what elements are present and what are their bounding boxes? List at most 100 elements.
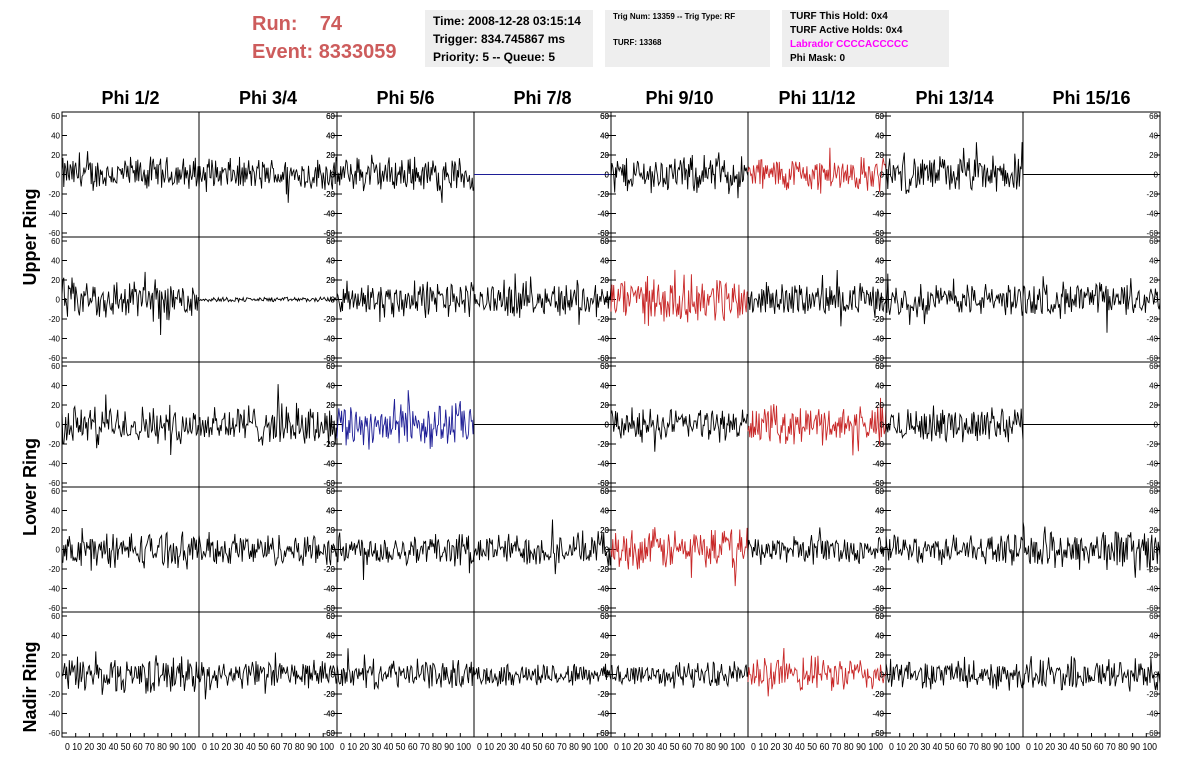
trig-num-text: Trig Num: 13359 -- Trig Type: RF xyxy=(613,12,736,21)
waveform-trace xyxy=(198,295,338,304)
y-tick-label: 0 xyxy=(1154,421,1159,430)
y-tick-label: 60 xyxy=(600,612,609,621)
y-tick-label: -40 xyxy=(872,335,884,344)
y-tick-label: 60 xyxy=(51,487,60,496)
trigger-info-box: Trig Num: 13359 -- Trig Type: RF TURF: 1… xyxy=(605,10,770,67)
ring-label-upper: Upper Ring xyxy=(20,189,40,286)
waveform-trace xyxy=(747,147,887,194)
y-tick-label: -40 xyxy=(323,585,335,594)
y-tick-label: -60 xyxy=(48,354,60,363)
y-tick-label: 20 xyxy=(600,651,609,660)
y-tick-label: -40 xyxy=(1146,460,1158,469)
y-tick-label: 20 xyxy=(326,651,335,660)
column-header: Phi 9/10 xyxy=(645,88,713,108)
y-tick-label: 40 xyxy=(326,257,335,266)
x-tick-labels: 0 10 20 30 40 50 60 70 80 90 100 xyxy=(477,742,608,753)
waveform-trace xyxy=(747,527,887,565)
y-tick-label: -40 xyxy=(872,210,884,219)
y-tick-label: 40 xyxy=(51,132,60,141)
column-header: Phi 13/14 xyxy=(915,88,993,108)
y-tick-label: -40 xyxy=(1146,585,1158,594)
y-tick-label: -40 xyxy=(323,710,335,719)
y-tick-label: 0 xyxy=(331,671,336,680)
panel-frame xyxy=(610,486,749,613)
y-tick-label: 40 xyxy=(875,507,884,516)
y-tick-label: 40 xyxy=(600,132,609,141)
y-tick-label: 0 xyxy=(1154,546,1159,555)
y-tick-label: -20 xyxy=(597,440,609,449)
y-tick-label: 60 xyxy=(326,612,335,621)
y-tick-label: -40 xyxy=(48,585,60,594)
waveform-trace xyxy=(198,156,338,203)
y-tick-label: -40 xyxy=(597,585,609,594)
x-tick-labels: 0 10 20 30 40 50 60 70 80 90 100 xyxy=(202,742,334,753)
y-tick-label: 40 xyxy=(326,632,335,641)
y-tick-label: -60 xyxy=(872,604,884,613)
y-tick-label: 20 xyxy=(326,401,335,410)
y-tick-label: 20 xyxy=(1149,401,1158,410)
waveform-trace xyxy=(61,651,200,695)
y-tick-label: -20 xyxy=(323,690,335,699)
waveform-trace xyxy=(885,533,1024,566)
y-tick-label: 40 xyxy=(875,632,884,641)
y-tick-label: 20 xyxy=(326,651,335,660)
y-tick-label: -20 xyxy=(872,315,884,324)
ring-label-nadir: Nadir Ring xyxy=(20,641,40,732)
y-tick-label: -60 xyxy=(597,729,609,738)
y-tick-label: 40 xyxy=(600,507,609,516)
y-tick-label: 60 xyxy=(875,487,884,496)
y-tick-label: 60 xyxy=(326,487,335,496)
y-tick-label: 20 xyxy=(875,151,884,160)
event-value: 8333059 xyxy=(318,41,397,63)
y-tick-label: 40 xyxy=(875,257,884,266)
waveform-trace xyxy=(473,663,612,687)
y-tick-label: -40 xyxy=(1146,210,1158,219)
y-tick-label: 60 xyxy=(51,237,60,246)
y-tick-label: -60 xyxy=(1146,729,1158,738)
y-tick-label: 60 xyxy=(326,612,335,621)
waveform-trace xyxy=(61,271,200,336)
y-tick-label: 20 xyxy=(51,151,60,160)
y-tick-label: -20 xyxy=(323,565,335,574)
y-tick-label: -60 xyxy=(597,354,609,363)
y-tick-label: 20 xyxy=(600,276,609,285)
timing-info-box: Time: 2008-12-28 03:15:14 Trigger: 834.7… xyxy=(425,10,593,67)
y-tick-label: 40 xyxy=(600,382,609,391)
y-tick-label: 40 xyxy=(326,132,335,141)
y-tick-label: -40 xyxy=(1146,710,1158,719)
y-tick-label: -60 xyxy=(872,479,884,488)
y-tick-label: -60 xyxy=(872,354,884,363)
panel-frame xyxy=(747,486,887,613)
y-tick-label: 60 xyxy=(1149,362,1158,371)
y-tick-label: -20 xyxy=(323,690,335,699)
waveform-trace xyxy=(336,154,475,203)
y-tick-label: -60 xyxy=(872,729,884,738)
y-tick-label: -40 xyxy=(48,335,60,344)
y-tick-label: -60 xyxy=(1146,354,1158,363)
y-tick-label: 20 xyxy=(875,276,884,285)
y-tick-label: -60 xyxy=(323,229,335,238)
trigger-text: Trigger: 834.745867 ms xyxy=(433,32,566,46)
y-tick-label: 40 xyxy=(600,632,609,641)
run-row: Run: 74 xyxy=(252,10,397,38)
column-header: Phi 3/4 xyxy=(239,88,297,108)
y-tick-label: 40 xyxy=(326,257,335,266)
y-tick-label: 0 xyxy=(331,171,336,180)
y-tick-label: -40 xyxy=(597,710,609,719)
event-label: Event: xyxy=(252,41,314,63)
y-tick-label: 0 xyxy=(605,296,610,305)
y-tick-label: 0 xyxy=(605,421,610,430)
y-tick-label: 40 xyxy=(326,632,335,641)
y-tick-label: 40 xyxy=(875,132,884,141)
waveform-trace xyxy=(198,531,338,567)
y-tick-label: 60 xyxy=(326,112,335,121)
y-tick-label: -20 xyxy=(1146,565,1158,574)
y-tick-label: -20 xyxy=(1146,440,1158,449)
waveform-trace xyxy=(610,407,749,452)
y-tick-label: 20 xyxy=(1149,651,1158,660)
y-tick-label: -40 xyxy=(597,585,609,594)
y-tick-label: -60 xyxy=(323,354,335,363)
y-tick-label: 60 xyxy=(600,237,609,246)
y-tick-label: 0 xyxy=(331,421,336,430)
y-tick-label: -20 xyxy=(48,190,60,199)
